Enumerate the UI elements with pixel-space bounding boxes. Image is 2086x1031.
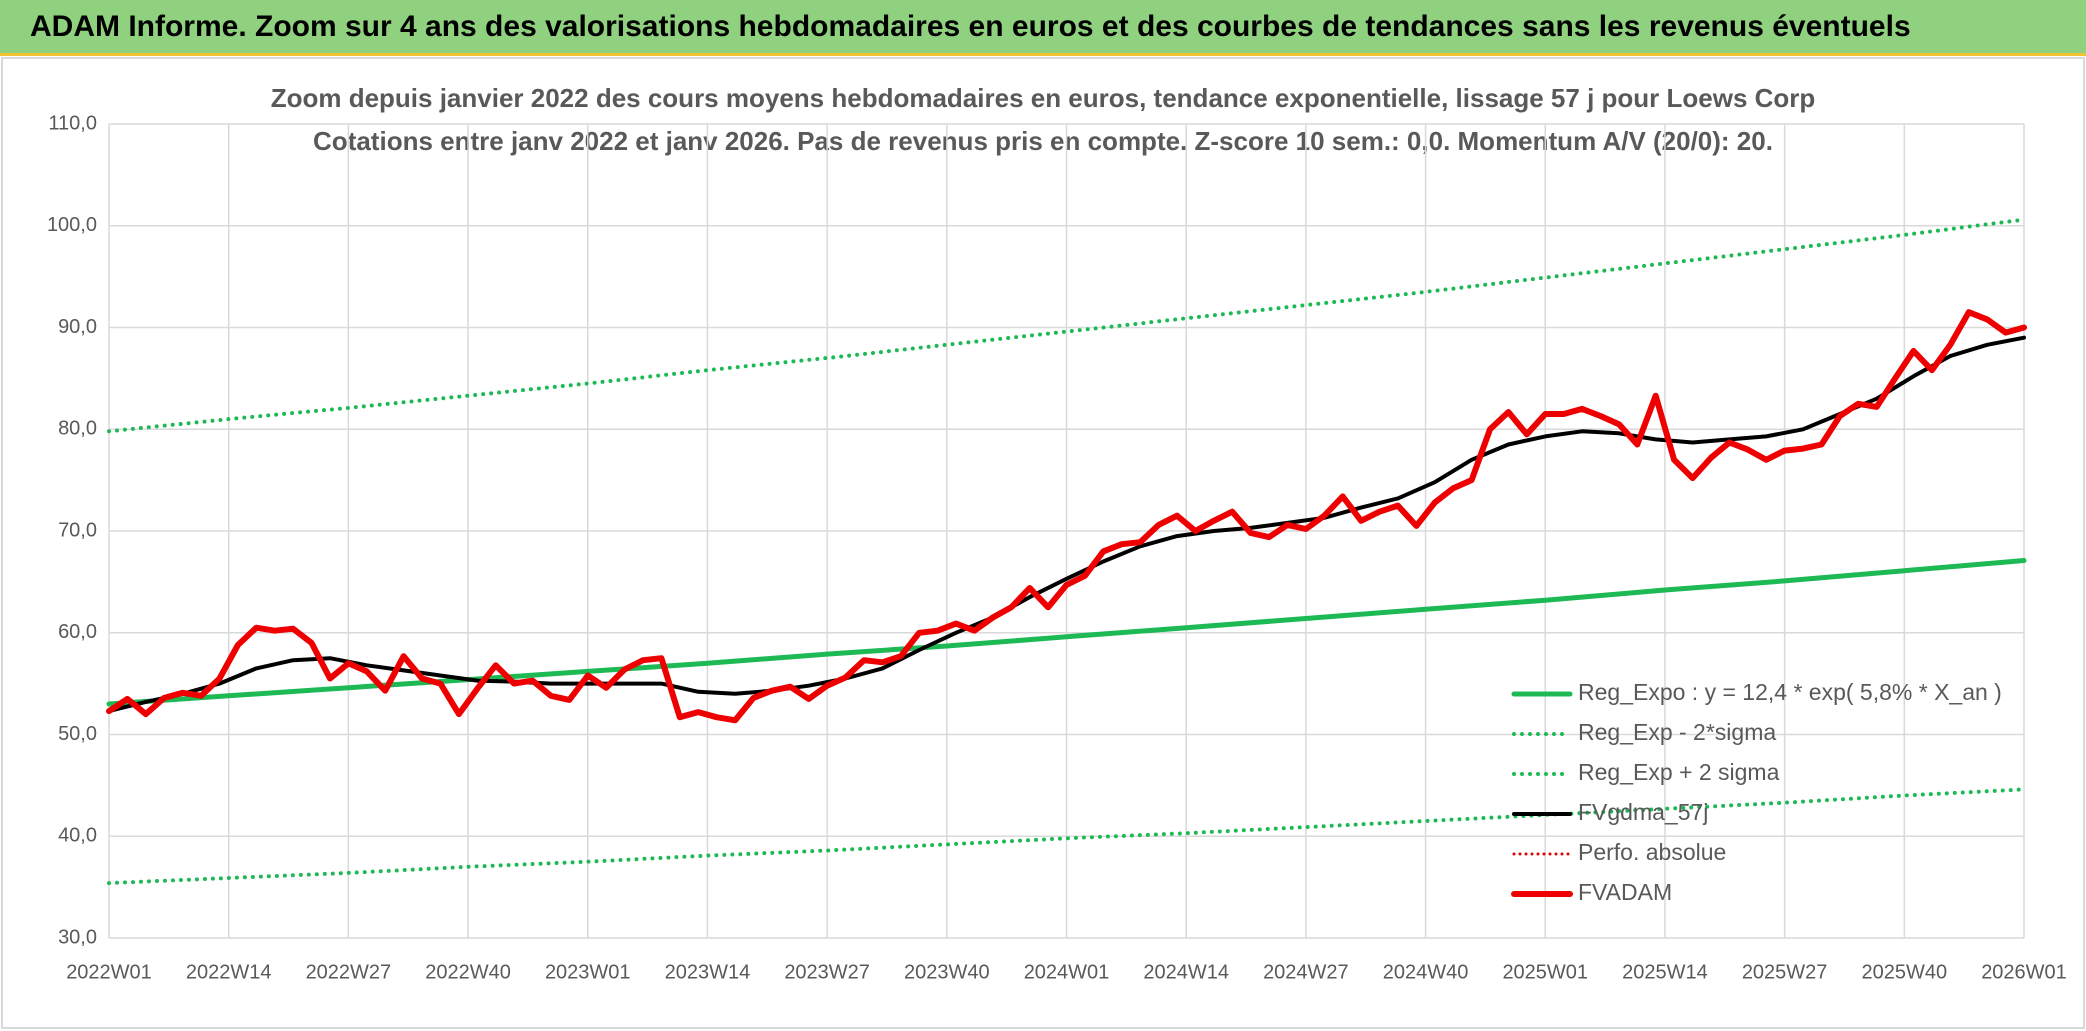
x-tick-label: 2025W27 <box>1742 961 1828 983</box>
legend-label: Reg_Exp - 2*sigma <box>1578 719 1776 745</box>
x-tick-label: 2024W27 <box>1263 961 1349 983</box>
legend-label: Reg_Expo : y = 12,4 * exp( 5,8% * X_an ) <box>1578 679 2002 705</box>
y-tick-label: 50,0 <box>58 723 97 745</box>
x-tick-label: 2024W40 <box>1383 961 1469 983</box>
x-tick-label: 2022W14 <box>186 961 272 983</box>
x-tick-label: 2023W14 <box>665 961 751 983</box>
x-tick-label: 2023W01 <box>545 961 631 983</box>
legend-label: Perfo. absolue <box>1578 839 1726 865</box>
chart-frame <box>1 57 2085 1029</box>
x-tick-label: 2025W14 <box>1622 961 1708 983</box>
series-line <box>107 787 2026 886</box>
legend-label: FVgdma_57j <box>1578 799 1708 825</box>
chart-title: Zoom depuis janvier 2022 des cours moyen… <box>271 83 1816 113</box>
x-tick-label: 2023W40 <box>904 961 990 983</box>
header-rule <box>0 53 2086 56</box>
series-line <box>107 217 2026 434</box>
header-title: ADAM Informe. Zoom sur 4 ans des valoris… <box>30 10 1911 43</box>
x-tick-label: 2022W01 <box>66 961 152 983</box>
series-line <box>107 335 2026 714</box>
y-tick-label: 70,0 <box>58 519 97 541</box>
y-tick-label: 40,0 <box>58 825 97 847</box>
x-tick-label: 2024W01 <box>1024 961 1110 983</box>
x-tick-label: 2025W40 <box>1862 961 1948 983</box>
header-band <box>0 0 2086 53</box>
x-tick-label: 2023W27 <box>784 961 870 983</box>
legend-label: Reg_Exp + 2 sigma <box>1578 759 1780 785</box>
series-line <box>106 309 2027 724</box>
x-tick-label: 2026W01 <box>1981 961 2067 983</box>
x-tick-label: 2025W01 <box>1502 961 1588 983</box>
x-tick-label: 2022W27 <box>306 961 392 983</box>
x-tick-label: 2024W14 <box>1143 961 1229 983</box>
y-tick-label: 80,0 <box>58 418 97 440</box>
y-tick-label: 100,0 <box>47 214 97 236</box>
y-tick-label: 110,0 <box>48 112 97 134</box>
legend-label: FVADAM <box>1578 879 1672 905</box>
y-tick-label: 90,0 <box>58 316 97 338</box>
y-tick-label: 60,0 <box>58 621 97 643</box>
chart-subtitle: Cotations entre janv 2022 et janv 2026. … <box>313 126 1773 156</box>
x-tick-label: 2022W40 <box>425 961 511 983</box>
y-tick-label: 30,0 <box>58 926 97 948</box>
